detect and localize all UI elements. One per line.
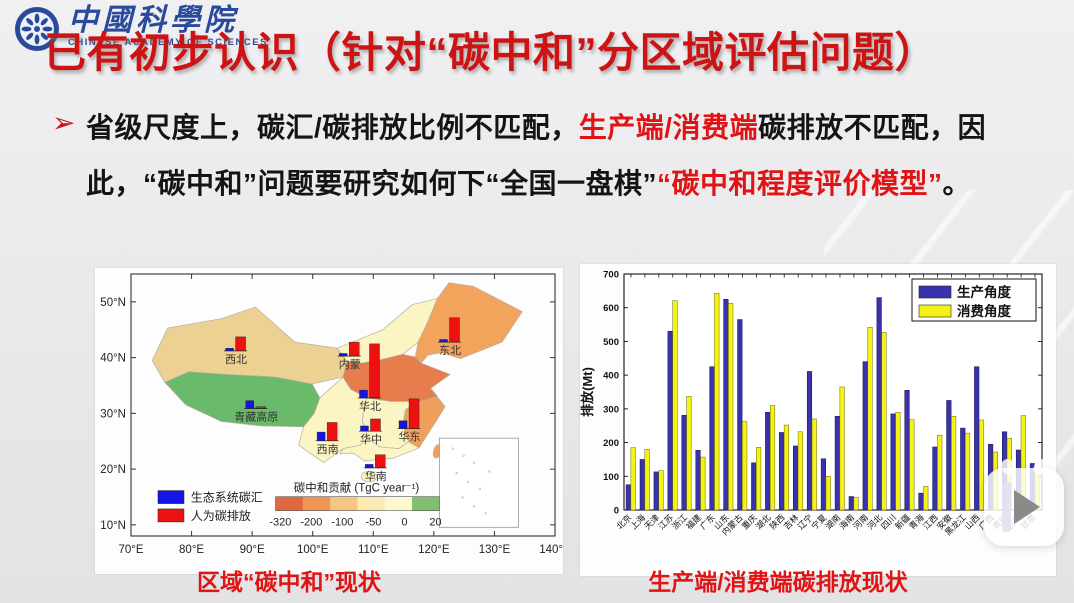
svg-text:100°E: 100°E [297,544,329,556]
svg-text:华北: 华北 [359,399,381,413]
svg-text:10°N: 10°N [100,520,126,532]
svg-text:0: 0 [401,517,407,529]
svg-text:300: 300 [603,404,619,415]
svg-text:700: 700 [603,270,619,281]
svg-text:80°E: 80°E [179,544,204,556]
svg-text:-100: -100 [331,517,353,529]
cas-logo-en: CHINESE ACADEMY OF SCIENCES [68,37,268,48]
bar-chart-figure: 0 100 200 300 400 500 600 700 北京 上海 天津 江苏 浙江 福建 广东 山东 内蒙… [580,264,1056,576]
cas-logo: 中國科學院 CHINESE ACADEMY OF SCIENCES [14,6,268,52]
svg-text:500: 500 [603,337,619,348]
svg-text:-50: -50 [365,517,381,529]
svg-text:-200: -200 [300,517,322,529]
cas-logo-cn: 中國科學院 [68,4,238,37]
svg-text:西北: 西北 [225,353,247,366]
video-play-button[interactable] [984,457,1064,546]
play-button-slot [1002,482,1011,532]
svg-text:120°E: 120°E [418,544,450,556]
bullet-block: ➢ 省级尺度上，碳汇/碳排放比例不匹配，生产端/消费端碳排放不匹配，因此，“碳中… [52,100,1047,212]
svg-text:-320: -320 [269,517,291,529]
svg-text:华东: 华东 [399,430,421,444]
svg-text:30°N: 30°N [100,408,126,420]
svg-text:内蒙: 内蒙 [339,357,361,371]
bullet-segment: 省级尺度上，碳汇/碳排放比例不匹配， [86,112,579,143]
map-figure: 西北 内蒙华北 东北青藏高原西南 华中 华东华南 50°N 40°N 30°N 20°N 10°… [95,268,563,574]
svg-text:消费角度: 消费角度 [957,303,1011,319]
svg-text:排放(Mt): 排放(Mt) [580,367,595,417]
play-icon [1014,490,1040,524]
emissions-bar-chart: 0100200300400500600700北京上海天津江苏浙江福建广东山东内蒙… [580,270,1043,537]
caption-chart: 生产端/消费端碳排放现状 [648,569,908,595]
bullet-arrow-icon: ➢ [52,107,76,138]
svg-text:140°E: 140°E [539,544,563,556]
svg-text:110°E: 110°E [358,544,389,556]
svg-text:70°E: 70°E [118,544,143,556]
svg-text:40°N: 40°N [100,353,126,365]
map-colorbar: 碳中和贡献 (TgC year⁻¹) -320 -200 -100 -50 0 20 [269,480,441,528]
svg-text:400: 400 [603,371,619,382]
svg-text:100: 100 [603,472,619,483]
svg-text:西南: 西南 [317,443,339,456]
svg-text:20: 20 [429,517,441,529]
svg-text:人为碳排放: 人为碳排放 [191,508,251,523]
bullet-segment: “碳中和程度评价模型” [657,168,943,199]
svg-text:0: 0 [614,506,619,517]
svg-text:50°N: 50°N [100,297,126,309]
svg-text:生产角度: 生产角度 [957,284,1011,300]
svg-text:华中: 华中 [360,432,382,446]
svg-text:碳中和贡献 (TgC year⁻¹): 碳中和贡献 (TgC year⁻¹) [294,480,420,494]
slide-title: 已有初步认识（针对“碳中和”分区域评估问题） [44,29,938,76]
svg-text:130°E: 130°E [479,544,511,556]
svg-text:青藏高原: 青藏高原 [234,409,278,423]
svg-text:东北: 东北 [439,344,461,357]
bullet-text: 省级尺度上，碳汇/碳排放比例不匹配，生产端/消费端碳排放不匹配，因此，“碳中和”… [52,100,1047,212]
svg-text:生态系统碳汇: 生态系统碳汇 [191,491,263,505]
map-axes: 50°N 40°N 30°N 20°N 10°N 70°E 80°E 90°E 100°E 110… [100,273,563,556]
svg-text:华南: 华南 [365,469,387,483]
bullet-segment: 碳排放不匹配，因此，“碳中和”问题要研究如何下“全国一盘棋” [86,112,987,199]
cas-emblem-icon [15,7,59,51]
bullet-segment: 。 [942,168,972,199]
svg-text:600: 600 [603,303,619,314]
svg-text:20°N: 20°N [100,464,126,476]
caption-map: 区域“碳中和”现状 [197,569,381,595]
south-china-sea-inset [439,437,519,528]
svg-text:90°E: 90°E [240,544,265,556]
svg-text:200: 200 [603,438,619,449]
bullet-segment: 生产端/消费端 [578,112,759,143]
